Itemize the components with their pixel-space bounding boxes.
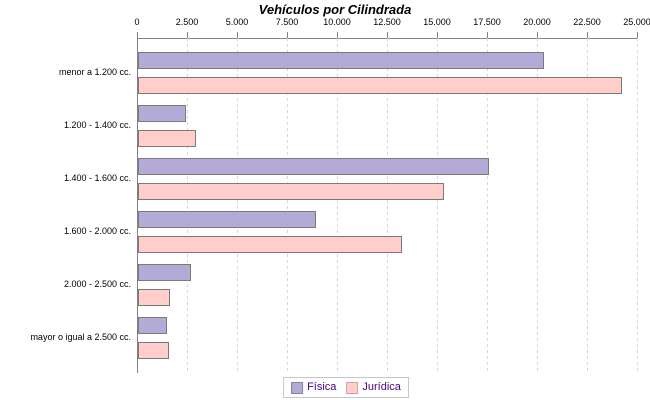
axis-tick-mark: [587, 32, 588, 38]
bar-fisica: [138, 264, 191, 281]
gridline: [237, 38, 238, 373]
axis-tick-label: 2.500: [175, 17, 199, 27]
category-label: 1.200 - 1.400 cc.: [63, 120, 131, 130]
axis-tick-label: 5.000: [225, 17, 249, 27]
category-label: menor a 1.200 cc.: [58, 67, 131, 77]
category-label: 2.000 - 2.500 cc.: [63, 279, 131, 289]
legend: Física Jurídica: [283, 377, 409, 398]
chart-title: Vehículos por Cilindrada: [258, 2, 412, 17]
gridline: [337, 38, 338, 373]
gridline: [187, 38, 188, 373]
axis-tick-mark: [637, 32, 638, 38]
category-label: 1.600 - 2.000 cc.: [63, 226, 131, 236]
axis-tick-mark: [437, 32, 438, 38]
bar-fisica: [138, 158, 489, 175]
gridline: [487, 38, 488, 373]
bar-fisica: [138, 211, 316, 228]
axis-tick-mark: [287, 32, 288, 38]
bar-juridica: [138, 183, 444, 200]
axis-tick-label: 25.000: [623, 17, 650, 27]
axis-tick-mark: [487, 32, 488, 38]
legend-item-juridica: Jurídica: [346, 381, 401, 394]
bar-fisica: [138, 317, 167, 334]
legend-label: Jurídica: [362, 381, 401, 393]
bar-juridica: [138, 289, 170, 306]
axis-tick-mark: [537, 32, 538, 38]
axis-tick-label: 0: [134, 17, 140, 27]
gridline: [387, 38, 388, 373]
axis-tick-mark: [137, 32, 138, 38]
bar-fisica: [138, 105, 186, 122]
category-axis-line: [137, 38, 138, 373]
gridline: [587, 38, 588, 373]
bar-juridica: [138, 342, 169, 359]
axis-tick-mark: [237, 32, 238, 38]
axis-tick-label: 12.500: [373, 17, 401, 27]
legend-label: Física: [307, 381, 337, 393]
axis-tick-label: 20.000: [523, 17, 551, 27]
gridline: [537, 38, 538, 373]
gridline: [637, 38, 638, 373]
axis-tick-label: 17.500: [473, 17, 501, 27]
plot-area: [137, 38, 638, 373]
bar-juridica: [138, 236, 402, 253]
axis-tick-label: 10.000: [323, 17, 351, 27]
category-label: 1.400 - 1.600 cc.: [63, 173, 131, 183]
bar-juridica: [138, 130, 196, 147]
legend-item-fisica: Física: [291, 381, 336, 394]
bar-juridica: [138, 77, 622, 94]
gridline: [437, 38, 438, 373]
juridica-swatch-icon: [346, 381, 359, 394]
gridline: [287, 38, 288, 373]
axis-tick-mark: [337, 32, 338, 38]
axis-tick-label: 22.500: [573, 17, 601, 27]
bar-fisica: [138, 52, 544, 69]
axis-tick-mark: [187, 32, 188, 38]
axis-tick-label: 7.500: [275, 17, 299, 27]
axis-tick-label: 15.000: [423, 17, 451, 27]
axis-tick-mark: [387, 32, 388, 38]
fisica-swatch-icon: [291, 381, 304, 394]
category-label: mayor o igual a 2.500 cc.: [30, 332, 131, 342]
